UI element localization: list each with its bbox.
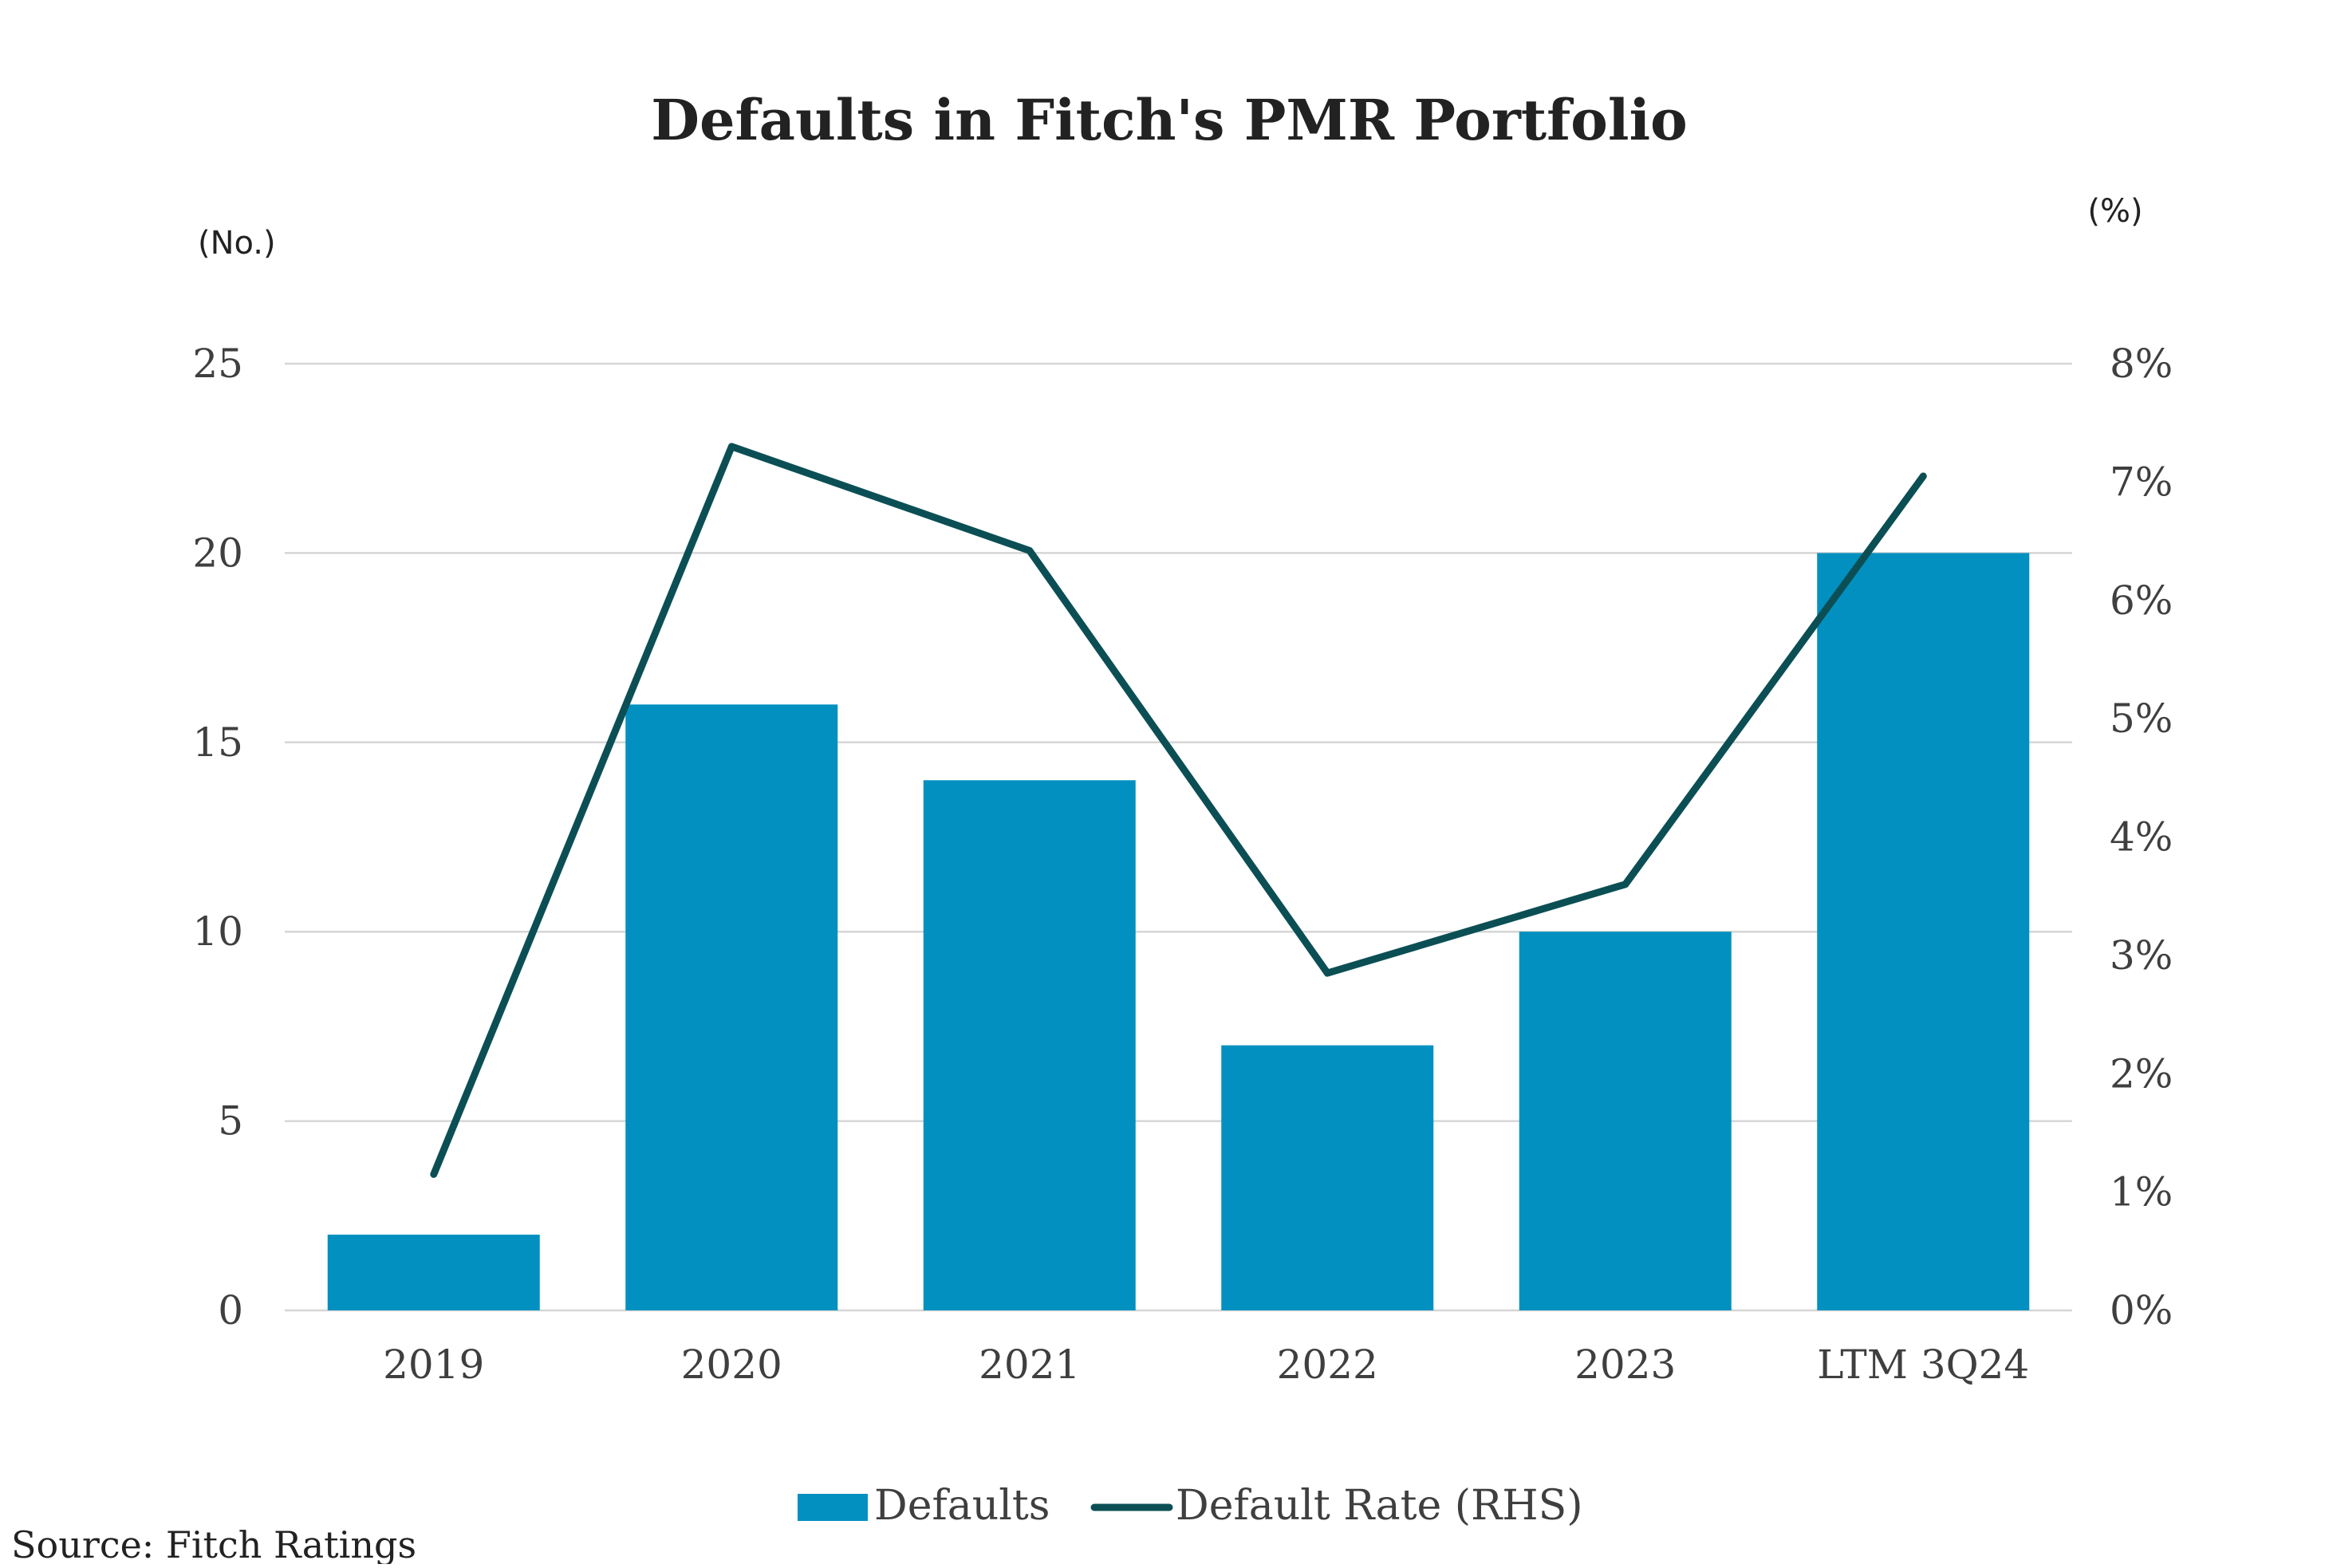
bar-2021 bbox=[923, 780, 1136, 1310]
y-left-axis-label: (No.) bbox=[198, 225, 276, 262]
y-left-tick-label: 10 bbox=[192, 908, 243, 955]
x-tick-label: 2022 bbox=[1277, 1341, 1378, 1388]
y-right-tick-label: 6% bbox=[2110, 577, 2173, 624]
y-right-tick-label: 7% bbox=[2110, 459, 2173, 505]
y-left-tick-label: 0 bbox=[218, 1287, 243, 1334]
y-left-tick-label: 20 bbox=[192, 530, 243, 576]
y-right-tick-label: 2% bbox=[2110, 1050, 2173, 1097]
y-left-tick-label: 25 bbox=[192, 341, 243, 387]
bar-ltm-3q24 bbox=[1817, 553, 2030, 1310]
y-right-tick-label: 3% bbox=[2110, 932, 2173, 979]
x-tick-label: 2019 bbox=[383, 1341, 484, 1388]
legend: Defaults Default Rate (RHS) bbox=[798, 1482, 1583, 1530]
y-right-tick-labels: 0% 1% 2% 3% 4% 5% 6% 7% 8% bbox=[2110, 341, 2173, 1334]
y-left-tick-label: 15 bbox=[192, 719, 243, 766]
default-rate-line bbox=[430, 443, 1927, 1178]
y-right-tick-label: 5% bbox=[2110, 695, 2173, 742]
x-tick-label: 2023 bbox=[1574, 1341, 1676, 1388]
bar-2022 bbox=[1221, 1045, 1434, 1310]
y-left-tick-labels: 0 5 10 15 20 25 bbox=[192, 341, 243, 1334]
source-note: Source: Fitch Ratings bbox=[11, 1523, 416, 1564]
y-right-tick-label: 8% bbox=[2110, 341, 2173, 387]
x-tick-labels: 2019 2020 2021 2022 2023 LTM 3Q24 bbox=[383, 1341, 2029, 1388]
y-left-tick-label: 5 bbox=[218, 1098, 243, 1144]
bar-2020 bbox=[625, 704, 838, 1310]
y-right-axis-label: (%) bbox=[2087, 193, 2142, 230]
y-right-tick-label: 1% bbox=[2110, 1169, 2173, 1215]
bar-2023 bbox=[1519, 932, 1732, 1310]
bar-2019 bbox=[327, 1235, 540, 1310]
x-tick-label: 2021 bbox=[979, 1341, 1080, 1388]
x-tick-label: 2020 bbox=[681, 1341, 782, 1388]
legend-default-rate-label: Default Rate (RHS) bbox=[1176, 1482, 1583, 1530]
legend-defaults-label: Defaults bbox=[874, 1482, 1050, 1530]
default-rate-line-group bbox=[430, 443, 1927, 1178]
gridlines bbox=[285, 362, 2072, 1312]
y-right-tick-label: 0% bbox=[2110, 1287, 2173, 1334]
bars bbox=[327, 553, 2030, 1310]
chart-title: Defaults in Fitch's PMR Portfolio bbox=[651, 87, 1688, 153]
y-right-tick-label: 4% bbox=[2110, 814, 2173, 861]
x-tick-label: LTM 3Q24 bbox=[1817, 1341, 2029, 1388]
legend-defaults-swatch bbox=[798, 1494, 868, 1521]
